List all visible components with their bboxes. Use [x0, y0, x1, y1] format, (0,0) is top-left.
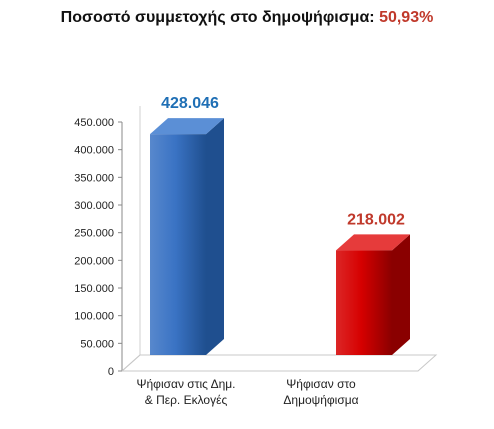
bar-side	[392, 234, 410, 355]
bars: 428.046 218.002	[150, 95, 410, 355]
bar-side	[206, 118, 224, 355]
y-tick-label: 200.000	[74, 255, 114, 267]
bar-top	[150, 118, 224, 135]
x-category-line: Ψήφισαν στις Δημ.	[136, 377, 235, 391]
bar-2: 218.002	[336, 211, 410, 355]
chart-title: Ποσοστό συμμετοχής στο δημοψήφισμα: 50,9…	[0, 9, 494, 27]
floor-left-edge	[121, 354, 141, 372]
bar-top	[336, 234, 410, 251]
y-tick-label: 400.000	[74, 145, 114, 157]
data-label: 428.046	[161, 95, 219, 112]
bar-front	[336, 250, 392, 355]
turnout-value: 50,93%	[379, 9, 434, 26]
x-category-label: Ψήφισαν στις Δημ. & Περ. Εκλογές	[136, 377, 235, 407]
x-category-line: Ψήφισαν στο	[286, 377, 356, 391]
chart-floor	[120, 354, 438, 372]
y-tick-label: 0	[108, 366, 114, 378]
y-tick-label: 450.000	[74, 117, 114, 129]
chart-axes	[120, 106, 438, 372]
bar-front	[150, 134, 206, 355]
chart-title-text: Ποσοστό συμμετοχής στο δημοψήφισμα:	[60, 9, 380, 26]
y-tick-label: 300.000	[74, 200, 114, 212]
data-label: 218.002	[347, 211, 405, 228]
bar-1: 428.046	[150, 95, 224, 355]
y-tick-label: 250.000	[74, 228, 114, 240]
y-tick-label: 100.000	[74, 311, 114, 323]
y-tick-label: 350.000	[74, 172, 114, 184]
x-category-label: Ψήφισαν στο Δημοψήφισμα	[283, 377, 358, 407]
x-category-line: & Περ. Εκλογές	[145, 393, 228, 407]
y-axis-ticks: 0 50.000 100.000 150.000 200.000 250.000 300.0…	[74, 117, 122, 378]
y-tick-label: 50.000	[80, 338, 114, 350]
y-tick-label: 150.000	[74, 283, 114, 295]
x-category-line: Δημοψήφισμα	[283, 393, 358, 407]
